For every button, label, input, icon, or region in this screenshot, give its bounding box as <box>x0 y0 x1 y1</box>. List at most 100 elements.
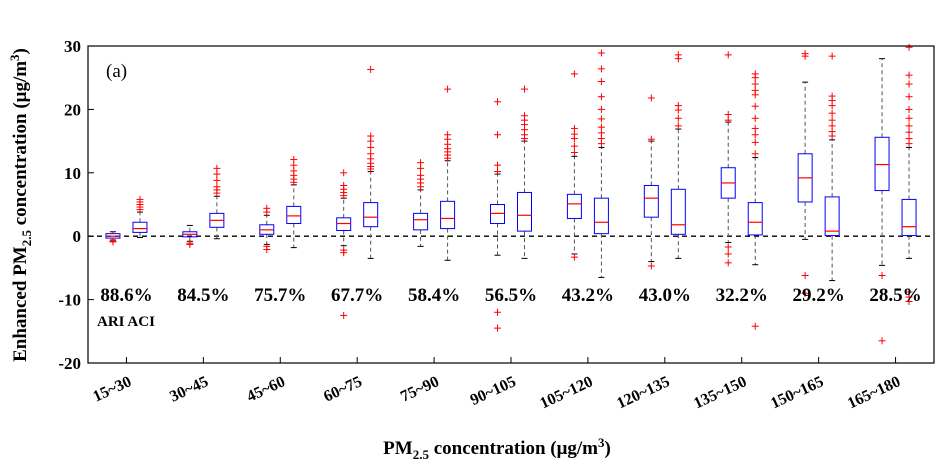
percentage-label: 58.4% <box>408 285 460 306</box>
aci-outlier <box>521 112 528 120</box>
aci-outlier <box>905 43 913 51</box>
aci-outlier <box>905 105 913 113</box>
aci-outlier <box>213 183 221 191</box>
aci-outlier <box>751 102 759 110</box>
aci-outlier <box>828 52 836 60</box>
ari-outlier <box>494 131 501 139</box>
y-axis-label-pre: Enhanced PM <box>10 246 31 362</box>
aci-outlier <box>290 155 298 163</box>
ari-box <box>566 193 582 219</box>
percentage-label: 29.2% <box>793 285 845 306</box>
ari-outlier <box>494 308 501 316</box>
aci-outlier <box>905 80 913 88</box>
percentage-label: 43.0% <box>639 285 691 306</box>
ari-box-group <box>643 94 659 270</box>
x-tick-label: 15~30 <box>90 373 134 405</box>
aci-outlier <box>828 92 836 100</box>
aci-outlier <box>751 124 759 132</box>
ari-outlier <box>647 135 655 143</box>
ari-box-group <box>797 50 813 297</box>
ari-box-group <box>259 204 275 254</box>
aci-box-group <box>747 70 763 330</box>
aci-outlier <box>367 143 375 151</box>
y-axis-label-sub: 2.5 <box>19 230 34 247</box>
y-tick-label: 30 <box>64 37 81 56</box>
aci-outlier <box>905 71 913 79</box>
y-axis-label-post: ) <box>10 48 31 54</box>
ari-outlier <box>417 159 425 167</box>
ari-outlier <box>801 50 809 58</box>
aci-box <box>747 202 763 236</box>
aci-outlier <box>751 70 759 78</box>
aci-outlier <box>136 195 144 203</box>
aci-box <box>132 221 148 233</box>
ari-box-group <box>566 70 582 261</box>
aci-box-group <box>286 155 302 249</box>
aci-outlier <box>751 86 759 94</box>
aci-outlier <box>905 135 913 143</box>
x-tick-label: 60~75 <box>321 373 365 405</box>
x-tick-label: 90~105 <box>468 373 519 409</box>
aci-outlier <box>674 51 682 59</box>
percentage-label: 88.6% <box>100 285 152 306</box>
aci-outlier <box>521 85 528 93</box>
x-axis-label-pre: PM <box>383 438 413 459</box>
aci-box <box>440 200 456 230</box>
aci-outlier <box>367 132 375 140</box>
y-axis-label-mid: concentration (μg/m <box>10 61 31 230</box>
aci-outlier <box>367 150 375 158</box>
ari-outlier <box>263 204 271 212</box>
ari-box-group <box>336 169 352 319</box>
aci-box-group <box>824 52 840 282</box>
x-axis-label: PM2.5 concentration (μg/m3) <box>383 435 611 462</box>
aci-box <box>824 196 840 237</box>
ari-outlier <box>724 259 732 267</box>
x-tick-label: 45~60 <box>244 373 288 405</box>
aci-box <box>517 191 532 232</box>
ari-box <box>336 217 352 231</box>
ari-outlier <box>340 249 348 257</box>
aci-outlier <box>444 85 452 93</box>
aci-box-group <box>901 43 917 306</box>
aci-outlier <box>751 131 759 139</box>
aci-outlier <box>213 176 221 184</box>
aci-box-group <box>517 85 532 259</box>
aci-box-group <box>593 49 609 278</box>
aci-outlier <box>597 115 605 123</box>
x-axis-label-sup: 3 <box>598 435 605 450</box>
ari-outlier <box>494 161 501 169</box>
y-tick-label: 0 <box>73 227 82 246</box>
aci-outlier <box>751 138 759 146</box>
ari-outlier <box>186 240 194 248</box>
ari-outlier <box>801 289 809 297</box>
aci-outlier <box>905 114 913 122</box>
x-tick-label: 105~120 <box>537 373 595 412</box>
x-ticks: 15~30 30~45 45~60 60~75 75~90 90~105 105~120 12… <box>90 357 903 412</box>
ari-outlier <box>724 110 732 118</box>
ari-box-group <box>490 98 505 332</box>
ari-outlier <box>724 250 732 258</box>
ari-outlier <box>647 262 655 270</box>
aci-outlier <box>905 122 913 130</box>
ari-outlier <box>724 51 732 59</box>
ari-outlier <box>109 237 117 245</box>
x-tick-label: 30~45 <box>167 373 211 405</box>
ari-box <box>413 212 429 231</box>
aci-box <box>670 188 686 235</box>
aci-outlier <box>674 114 682 122</box>
aci-box <box>363 202 379 228</box>
ari-outlier <box>570 142 578 150</box>
ari-box-group <box>413 159 429 247</box>
aci-outlier <box>828 109 836 117</box>
y-tick-label: -10 <box>58 291 81 310</box>
aci-outlier <box>905 298 913 306</box>
ari-box <box>643 184 659 218</box>
y-ticks: -20 -10 0 10 20 30 <box>58 37 94 373</box>
aci-box-group <box>132 195 148 238</box>
ari-outlier <box>494 324 501 332</box>
x-tick-label: 165~180 <box>845 373 903 412</box>
ari-outlier <box>570 70 578 78</box>
aci-outlier <box>597 123 605 131</box>
x-tick-label: 135~150 <box>691 373 749 412</box>
